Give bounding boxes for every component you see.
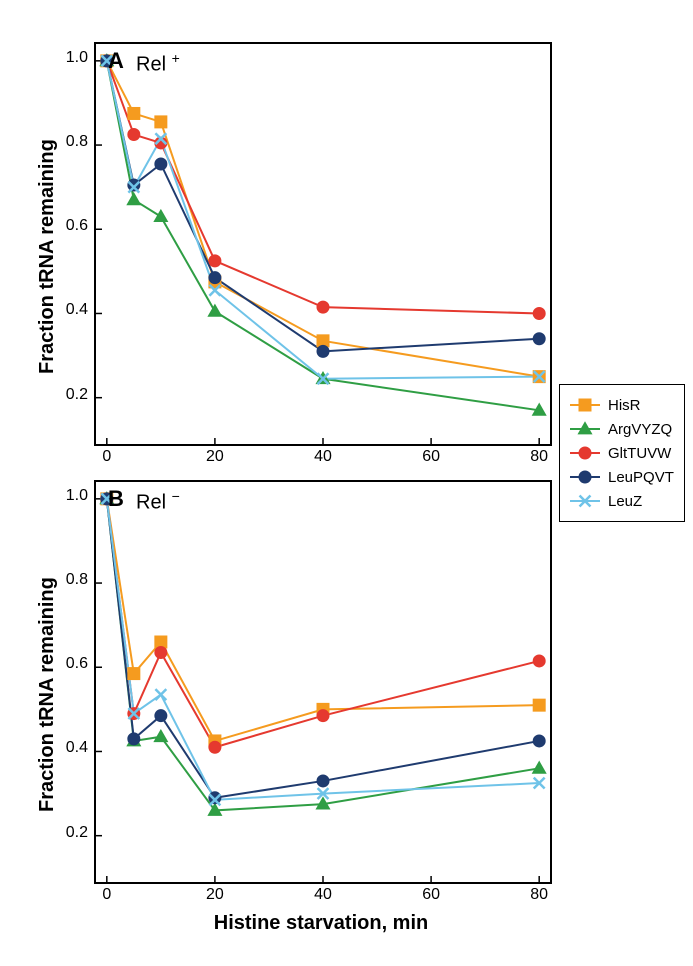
legend-label: HisR	[608, 397, 641, 414]
y-tick-label: 0.8	[66, 571, 88, 589]
y-tick-label: 0.6	[66, 217, 88, 235]
y-tick-label: 0.2	[66, 824, 88, 842]
y-tick-label: 0.6	[66, 655, 88, 673]
legend-swatch	[568, 417, 602, 441]
legend-row: LeuPQVT	[568, 465, 674, 489]
legend-row: HisR	[568, 393, 674, 417]
x-tick-label: 40	[311, 448, 335, 466]
figure: Fraction tRNA remaining Fraction tRNA re…	[0, 0, 693, 966]
x-axis-title: Histine starvation, min	[94, 912, 548, 935]
panel-a-letter: A	[108, 48, 124, 74]
x-tick-label: 40	[311, 886, 335, 904]
y-axis-title-a: Fraction tRNA remaining	[36, 139, 59, 374]
legend-swatch	[568, 465, 602, 489]
legend-label: LeuZ	[608, 493, 642, 510]
panel-b-sup: Rel −	[136, 488, 180, 515]
legend-label: LeuPQVT	[608, 469, 674, 486]
x-tick-label: 20	[203, 448, 227, 466]
x-tick-label: 80	[527, 448, 551, 466]
x-tick-label: 20	[203, 886, 227, 904]
y-tick-label: 0.8	[66, 133, 88, 151]
x-tick-label: 60	[419, 448, 443, 466]
legend-swatch	[568, 393, 602, 417]
x-tick-label: 0	[95, 448, 119, 466]
legend-row: LeuZ	[568, 489, 674, 513]
panel-a-frame	[94, 42, 552, 446]
y-axis-title-b: Fraction tRNA remaining	[36, 577, 59, 812]
legend-row: GltTUVW	[568, 441, 674, 465]
y-tick-label: 0.2	[66, 386, 88, 404]
x-tick-label: 60	[419, 886, 443, 904]
y-tick-label: 0.4	[66, 301, 88, 319]
y-tick-label: 0.4	[66, 739, 88, 757]
legend: HisR ArgVYZQ GltTUVW LeuPQVT LeuZ	[559, 384, 685, 522]
x-tick-label: 80	[527, 886, 551, 904]
legend-swatch	[568, 441, 602, 465]
panel-a-sup: Rel +	[136, 50, 180, 77]
panel-b-letter: B	[108, 486, 124, 512]
legend-swatch	[568, 489, 602, 513]
legend-label: ArgVYZQ	[608, 421, 672, 438]
y-tick-label: 1.0	[66, 49, 88, 67]
legend-row: ArgVYZQ	[568, 417, 674, 441]
x-tick-label: 0	[95, 886, 119, 904]
y-tick-label: 1.0	[66, 487, 88, 505]
legend-label: GltTUVW	[608, 445, 671, 462]
panel-b-frame	[94, 480, 552, 884]
